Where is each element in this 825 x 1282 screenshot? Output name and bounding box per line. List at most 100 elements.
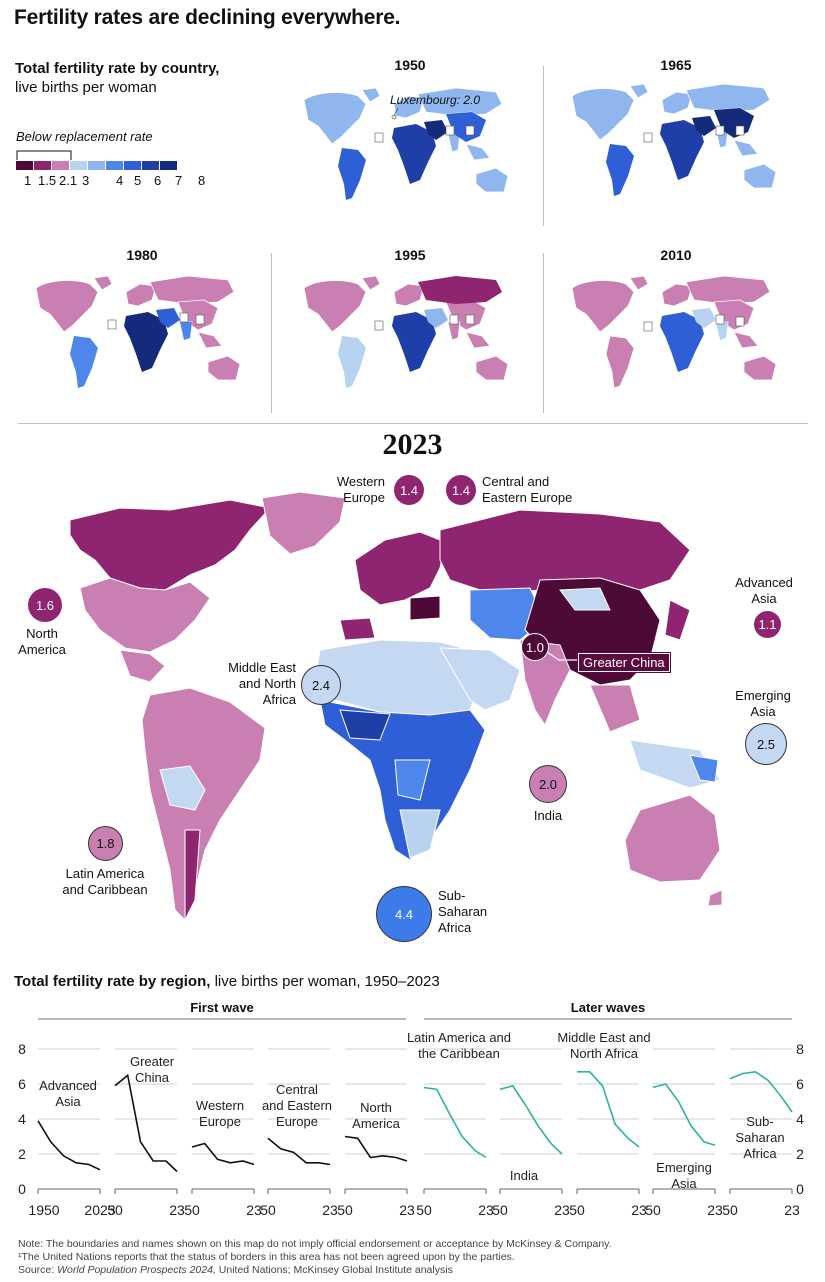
label-mena: Middle East and North Africa	[228, 660, 296, 707]
y-tick-left: 0	[18, 1181, 26, 1197]
x-tick-label: 50	[722, 1202, 738, 1218]
label-sub-saharan-africa: Sub-Saharan Africa	[438, 888, 488, 935]
legend-tick: 8	[198, 173, 206, 188]
label-india: India	[533, 808, 563, 823]
source: Source: World Population Prospects 2024,…	[18, 1264, 453, 1276]
x-tick-label: 23	[322, 1202, 338, 1218]
divider	[543, 66, 544, 226]
color-legend	[16, 161, 178, 170]
panel-label: India	[510, 1168, 539, 1183]
panel-label: Emerging	[656, 1160, 712, 1175]
x-tick-label: 23	[707, 1202, 723, 1218]
legend-tick: 3	[82, 173, 90, 188]
legend-title: Below replacement rate	[16, 129, 153, 144]
label-greater-china: Greater China	[577, 652, 671, 673]
x-tick-label: 50	[184, 1202, 200, 1218]
first-wave-label: First wave	[190, 1000, 254, 1015]
divider	[543, 253, 544, 413]
footnote: ¹The United Nations reports that the sta…	[18, 1251, 515, 1263]
footnote-markers	[107, 125, 745, 332]
x-tick-label: 50	[569, 1202, 585, 1218]
x-tick-label: 23	[784, 1202, 800, 1218]
legend-swatch	[88, 161, 105, 170]
legend-swatch	[160, 161, 177, 170]
x-tick-label: 23	[399, 1202, 415, 1218]
panel-label: Saharan	[735, 1130, 784, 1145]
panel-label: Latin America and	[407, 1030, 511, 1045]
panel-label: Greater	[130, 1054, 175, 1069]
map-year-1995: 1995	[394, 247, 426, 263]
panel-label: Europe	[276, 1114, 318, 1129]
region-chart-title-bold: Total fertility rate by region,	[14, 973, 211, 990]
bubble-emerging-asia: 2.5	[745, 723, 787, 765]
panel-label: Africa	[743, 1146, 777, 1161]
x-tick-label: 50	[107, 1202, 123, 1218]
legend-tick: 7	[175, 173, 183, 188]
bubble-western-europe: 1.4	[394, 475, 424, 505]
panel-label: Sub-	[746, 1114, 773, 1129]
map-year-1980: 1980	[126, 247, 158, 263]
series-line-middle-east-and-north-africa	[577, 1071, 640, 1148]
panel-label: China	[135, 1070, 170, 1085]
luxembourg-annotation: Luxembourg: 2.0	[390, 93, 481, 107]
x-tick-label: 2023	[84, 1202, 115, 1218]
series-line-emerging-asia	[652, 1083, 716, 1147]
x-tick-label: 50	[337, 1202, 353, 1218]
series-line-western-europe	[191, 1142, 255, 1166]
source-italic: World Population Prospects 2024,	[57, 1264, 216, 1276]
x-tick-label: 50	[416, 1202, 432, 1218]
y-tick-left: 6	[18, 1076, 26, 1092]
legend-swatch	[16, 161, 33, 170]
region-chart-title: Total fertility rate by region, live bir…	[14, 973, 440, 990]
label-western-europe: Western Europe	[336, 474, 385, 505]
legend-tick: 5	[134, 173, 142, 188]
legend-swatch	[34, 161, 51, 170]
label-north-america: North America	[18, 626, 66, 657]
y-tick-left: 2	[18, 1146, 26, 1162]
greater-china-leader	[546, 651, 581, 661]
small-world-maps	[35, 83, 777, 389]
source-prefix: Source:	[18, 1264, 58, 1276]
main-map-2023	[69, 491, 723, 921]
legend-tick: 2.1	[59, 173, 78, 188]
legend-tick: 1.5	[38, 173, 57, 188]
map-1950	[303, 87, 509, 201]
map-subtitle-bold: Total fertility rate by country,	[15, 60, 220, 77]
panel-label: North	[360, 1100, 392, 1115]
bubble-greater-china: 1.0	[521, 633, 549, 661]
region-chart-title-rest: live births per woman, 1950–2023	[210, 973, 440, 990]
bubble-sub-saharan-africa: 4.4	[376, 886, 432, 942]
panel-label: the Caribbean	[418, 1046, 500, 1061]
panel-label: Asia	[55, 1094, 81, 1109]
y-tick-right: 8	[796, 1041, 804, 1057]
bubble-north-america: 1.6	[28, 588, 62, 622]
map-2010	[571, 275, 777, 389]
y-tick-right: 0	[796, 1181, 804, 1197]
label-central-eastern-europe: Central and Eastern Europe	[482, 474, 573, 505]
series-line-central-and-eastern-europe	[267, 1137, 331, 1166]
panel-label: Asia	[671, 1176, 697, 1191]
label-advanced-asia: Advanced Asia	[735, 575, 793, 606]
legend-tick: 6	[154, 173, 162, 188]
series-line-greater-china	[114, 1073, 178, 1173]
legend-ticks: 1 1.5 2.1 3 4 5 6 7 8	[16, 173, 216, 189]
page-title: Fertility rates are declining everywhere…	[14, 6, 401, 29]
panel-label: North Africa	[570, 1046, 639, 1061]
legend-tick: 1	[24, 173, 32, 188]
map-year-2010: 2010	[660, 247, 692, 263]
legend-swatch	[124, 161, 141, 170]
panel-label: and Eastern	[262, 1098, 332, 1113]
divider	[271, 253, 272, 413]
panel-label: America	[352, 1116, 400, 1131]
legend-swatch	[52, 161, 69, 170]
bubble-mena: 2.4	[301, 665, 341, 705]
series-line-north-america	[344, 1135, 408, 1162]
label-latin-america: Latin America and Caribbean	[62, 866, 148, 897]
panel-label: Western	[196, 1098, 244, 1113]
series-line-latin-america-and-the-caribbean	[423, 1086, 487, 1159]
map-1995	[303, 275, 509, 389]
source-rest: United Nations; McKinsey Global Institut…	[215, 1264, 453, 1276]
x-tick-label: 50	[492, 1202, 508, 1218]
y-tick-left: 4	[18, 1111, 26, 1127]
